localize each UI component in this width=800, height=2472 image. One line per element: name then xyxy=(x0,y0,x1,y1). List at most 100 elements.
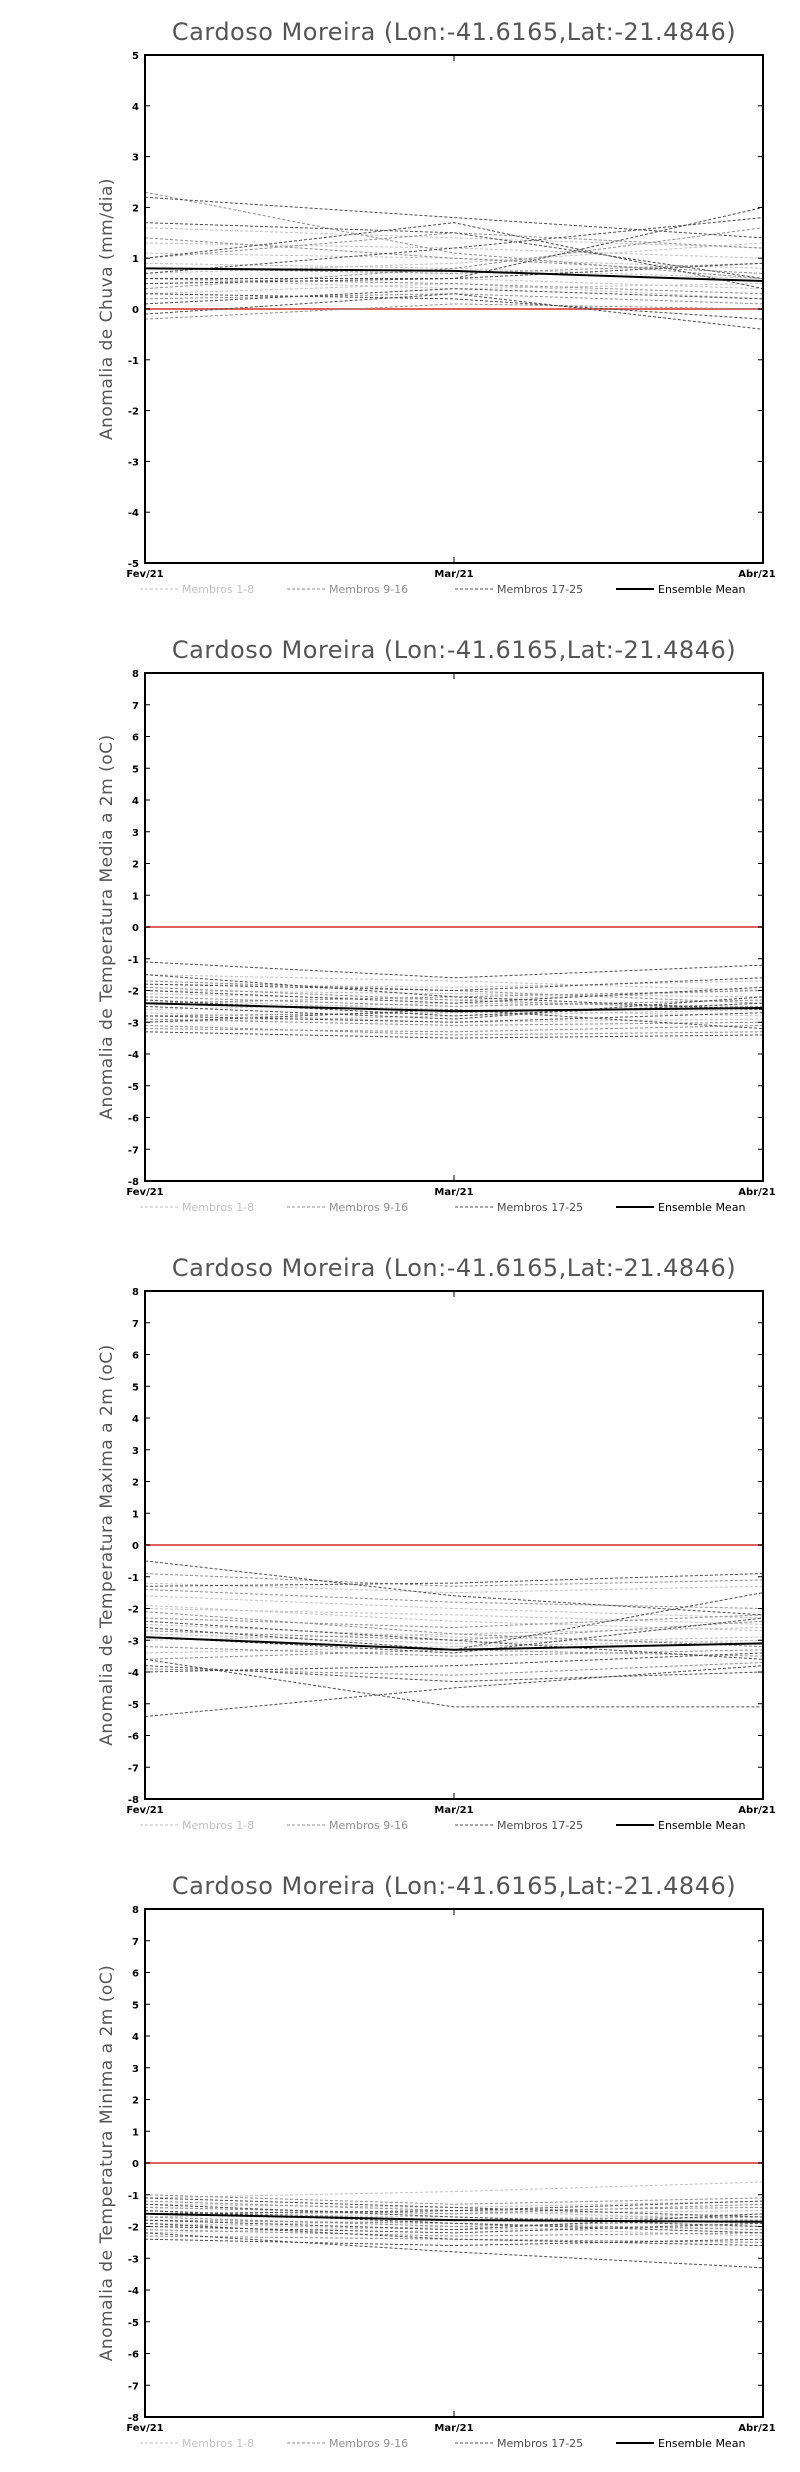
series-line-members-1-8-8 xyxy=(144,1633,764,1644)
series-line-members-17-25-8 xyxy=(144,1665,764,1683)
chart-panel-4: Cardoso Moreira (Lon:-41.6165,Lat:-21.48… xyxy=(97,1872,776,2450)
legend-label-2: Membros 9-16 xyxy=(329,2437,408,2450)
series-line-members-9-16-4 xyxy=(144,2200,764,2212)
series-line-members-17-25-8 xyxy=(144,999,764,1017)
series-line-members-9-16-2 xyxy=(144,227,764,290)
series-line-members-17-25-1 xyxy=(144,222,764,280)
y-tick-label: 7 xyxy=(132,1937,139,1948)
y-tick-label: 8 xyxy=(132,1287,139,1298)
y-tick-label: 6 xyxy=(132,1351,139,1362)
y-tick-label: -5 xyxy=(128,2318,139,2329)
series-line-members-9-16-1 xyxy=(144,191,764,280)
y-tick-label: -1 xyxy=(128,1573,139,1584)
series-line-members-17-25-7 xyxy=(144,293,764,330)
y-tick-label: 0 xyxy=(132,305,139,316)
chart-panel-2: Cardoso Moreira (Lon:-41.6165,Lat:-21.48… xyxy=(97,636,776,1214)
y-tick-label: -2 xyxy=(128,407,139,418)
y-tick-label: -3 xyxy=(128,1018,139,1029)
y-tick-label: 1 xyxy=(132,254,139,265)
series-line-members-9-16-7 xyxy=(144,2203,764,2215)
series-line-members-17-25-3 xyxy=(144,1031,764,1039)
chart-panel-1: Cardoso Moreira (Lon:-41.6165,Lat:-21.48… xyxy=(97,18,776,596)
y-tick-label: -6 xyxy=(128,2350,139,2361)
y-tick-label: -3 xyxy=(128,2254,139,2265)
y-axis-label: Anomalia de Temperatura Minima a 2m (oC) xyxy=(97,1965,117,2362)
x-tick-label: Fev/21 xyxy=(126,1187,163,1198)
series-line-ensemble-mean xyxy=(144,267,764,283)
legend-label-3: Membros 17-25 xyxy=(497,1819,583,1832)
y-tick-label: 0 xyxy=(132,1541,139,1552)
legend-label-1: Membros 1-8 xyxy=(182,1819,254,1832)
series-line-members-17-25-8 xyxy=(144,2210,764,2234)
series-line-members-9-16-3 xyxy=(144,1649,764,1660)
series-line-members-9-16-4 xyxy=(144,232,764,259)
series-line-members-1-8-7 xyxy=(144,990,764,998)
y-tick-label: -5 xyxy=(128,1700,139,1711)
series-line-members-9-16-5 xyxy=(144,2219,764,2231)
series-line-members-1-8-4 xyxy=(144,227,764,249)
y-tick-label: 3 xyxy=(132,2064,139,2075)
series-line-members-1-8-4 xyxy=(144,974,764,991)
y-tick-label: -8 xyxy=(128,1795,139,1806)
x-tick-label: Abr/21 xyxy=(738,1805,775,1816)
chart-title: Cardoso Moreira (Lon:-41.6165,Lat:-21.48… xyxy=(172,1254,736,1282)
y-tick-label: 3 xyxy=(132,153,139,164)
series-line-members-17-25-6 xyxy=(144,1652,764,1673)
chart-title: Cardoso Moreira (Lon:-41.6165,Lat:-21.48… xyxy=(172,1872,736,1900)
x-tick-label: Mar/21 xyxy=(434,1187,473,1198)
series-line-members-1-8-4 xyxy=(144,1595,764,1619)
y-tick-label: 4 xyxy=(132,102,139,113)
legend-label-1: Membros 1-8 xyxy=(182,583,254,596)
y-tick-label: 0 xyxy=(132,2159,139,2170)
y-tick-label: 1 xyxy=(132,2127,139,2138)
series-line-members-9-16-2 xyxy=(144,1018,764,1026)
series-line-members-17-25-3 xyxy=(144,2203,764,2227)
legend-label-4: Ensemble Mean xyxy=(658,1819,745,1832)
y-tick-label: -6 xyxy=(128,1114,139,1125)
y-tick-label: 1 xyxy=(132,891,139,902)
series-line-members-1-8-8 xyxy=(144,2225,764,2237)
y-tick-label: 5 xyxy=(132,764,139,775)
series-line-members-17-25-4 xyxy=(144,293,764,320)
series-line-members-9-16-2 xyxy=(144,1614,764,1629)
series-line-members-1-8-5 xyxy=(144,2200,764,2208)
y-tick-label: -5 xyxy=(128,1082,139,1093)
legend-label-2: Membros 9-16 xyxy=(329,583,408,596)
y-tick-label: -2 xyxy=(128,987,139,998)
y-tick-label: -3 xyxy=(128,1636,139,1647)
y-axis-label: Anomalia de Temperatura Media a 2m (oC) xyxy=(97,734,117,1119)
series-line-members-1-8-5 xyxy=(144,1623,764,1644)
chart-title: Cardoso Moreira (Lon:-41.6165,Lat:-21.48… xyxy=(172,636,736,664)
series-line-members-1-8-2 xyxy=(144,1608,764,1625)
series-line-members-9-16-1 xyxy=(144,996,764,1007)
legend-label-3: Membros 17-25 xyxy=(497,583,583,596)
series-line-members-9-16-3 xyxy=(144,980,764,1004)
y-tick-label: 7 xyxy=(132,1319,139,1330)
series-line-members-9-16-5 xyxy=(144,1620,764,1641)
series-line-ensemble-mean xyxy=(144,2212,764,2223)
series-line-members-17-25-1 xyxy=(144,961,764,979)
x-tick-label: Fev/21 xyxy=(126,2423,163,2434)
series-line-members-1-8-1 xyxy=(144,1582,764,1594)
y-tick-label: -4 xyxy=(128,508,139,519)
series-line-members-9-16-7 xyxy=(144,986,764,1011)
y-tick-label: -1 xyxy=(128,2191,139,2202)
series-line-members-1-8-1 xyxy=(144,2181,764,2199)
series-line-members-1-8-1 xyxy=(144,242,764,259)
y-tick-label: 7 xyxy=(132,701,139,712)
legend-label-3: Membros 17-25 xyxy=(497,1201,583,1214)
y-tick-label: 6 xyxy=(132,733,139,744)
series-line-ensemble-mean xyxy=(144,1002,764,1013)
legend-label-1: Membros 1-8 xyxy=(182,2437,254,2450)
x-tick-label: Fev/21 xyxy=(126,1805,163,1816)
series-line-members-1-8-8 xyxy=(144,278,764,290)
series-line-members-9-16-3 xyxy=(144,278,764,295)
y-tick-label: 1 xyxy=(132,1509,139,1520)
y-tick-label: 3 xyxy=(132,1446,139,1457)
series-line-members-9-16-3 xyxy=(144,2229,764,2237)
y-tick-label: 5 xyxy=(132,51,139,62)
y-tick-label: -8 xyxy=(128,2413,139,2424)
legend-label-4: Ensemble Mean xyxy=(658,1201,745,1214)
y-tick-label: -7 xyxy=(128,1145,139,1156)
y-tick-label: 4 xyxy=(132,2032,139,2043)
